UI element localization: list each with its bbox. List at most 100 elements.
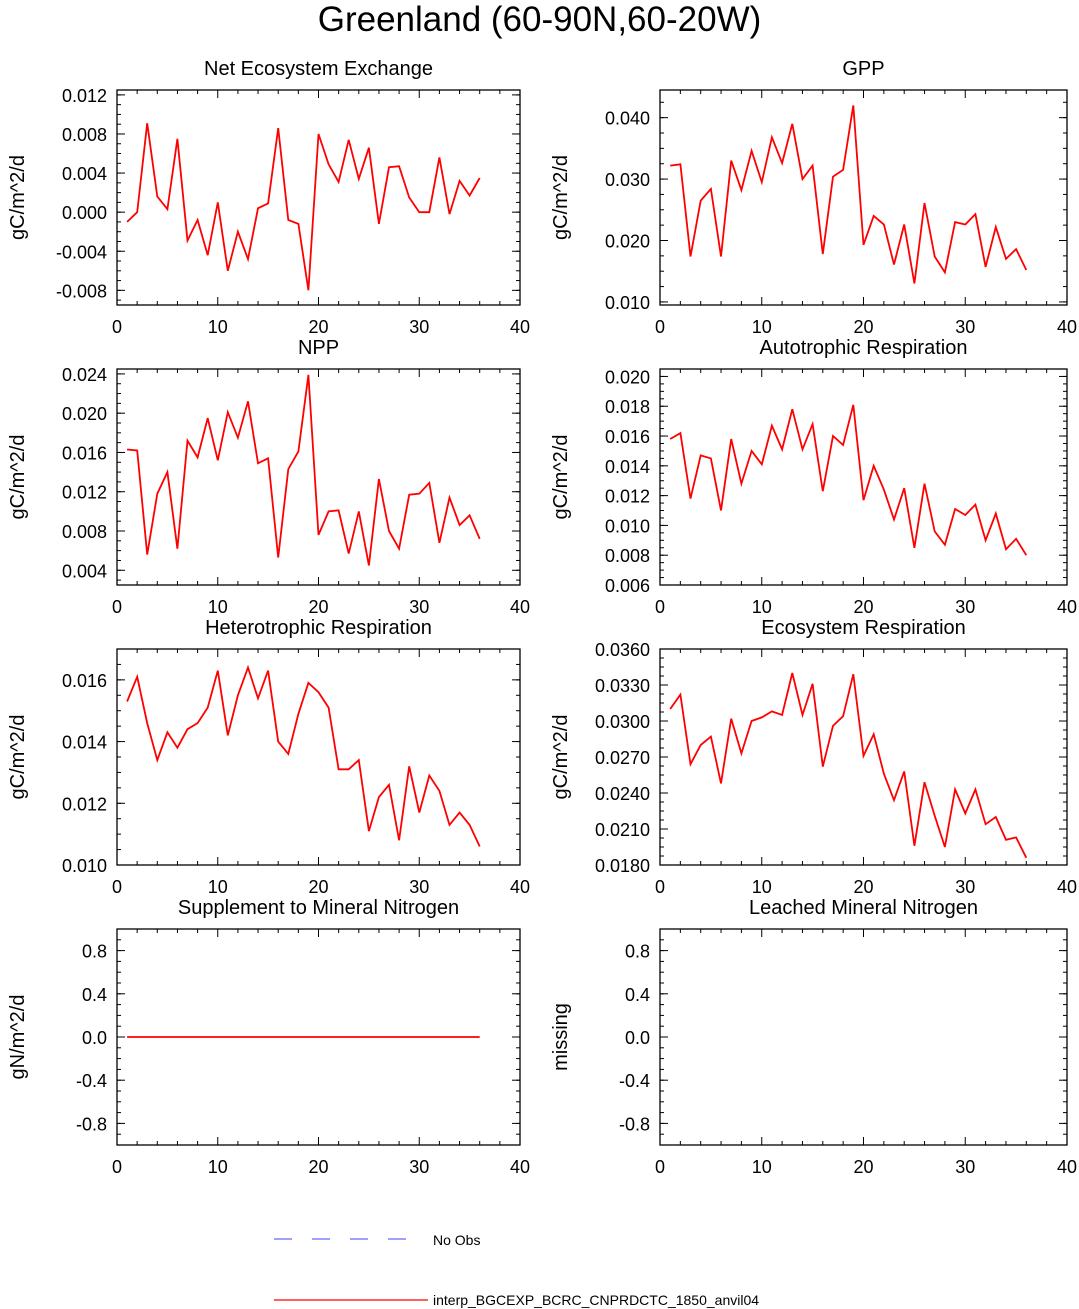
x-tick-label: 0 xyxy=(112,877,122,897)
y-tick-label: 0.0 xyxy=(625,1028,650,1048)
x-tick-label: 10 xyxy=(752,1157,772,1177)
series-line-model xyxy=(669,672,1028,859)
y-tick-label: 0.0 xyxy=(82,1028,107,1048)
x-tick-label: 0 xyxy=(655,877,665,897)
x-tick-label: 10 xyxy=(752,317,772,337)
plot-title: Ecosystem Respiration xyxy=(761,617,966,639)
x-tick-label: 10 xyxy=(208,877,228,897)
plot-frame xyxy=(116,368,521,586)
y-tick-label: 0.008 xyxy=(62,125,107,145)
y-tick-label: 0.4 xyxy=(82,985,107,1005)
y-tick-label: 0.040 xyxy=(605,109,650,129)
x-tick-label: 30 xyxy=(955,597,975,617)
y-tick-label: 0.008 xyxy=(62,522,107,542)
plot-frame xyxy=(659,89,1068,306)
y-axis-label: gC/m^2/d xyxy=(550,715,572,800)
y-axis-label: gC/m^2/d xyxy=(550,155,572,240)
figure-title: Greenland (60-90N,60-20W) xyxy=(317,0,762,39)
y-tick-label: 0.0330 xyxy=(595,676,650,696)
x-tick-label: 20 xyxy=(308,597,328,617)
x-tick-label: 40 xyxy=(1057,877,1077,897)
x-tick-label: 40 xyxy=(510,317,530,337)
y-tick-label: 0.018 xyxy=(605,397,650,417)
y-axis-label: gC/m^2/d xyxy=(7,155,29,240)
x-tick-label: 10 xyxy=(752,597,772,617)
y-tick-label: 0.012 xyxy=(62,483,107,503)
y-axis-label: gC/m^2/d xyxy=(7,435,29,520)
x-tick-label: 20 xyxy=(853,1157,873,1177)
x-tick-label: 20 xyxy=(308,877,328,897)
x-tick-label: 0 xyxy=(655,597,665,617)
x-tick-label: 20 xyxy=(308,317,328,337)
y-tick-label: 0.030 xyxy=(605,170,650,190)
x-tick-label: 30 xyxy=(955,1157,975,1177)
y-tick-label: -0.4 xyxy=(76,1071,107,1091)
y-tick-label: -0.008 xyxy=(56,281,107,301)
x-tick-label: 10 xyxy=(208,597,228,617)
plot-title: Leached Mineral Nitrogen xyxy=(749,897,978,919)
y-axis-label: gN/m^2/d xyxy=(7,995,29,1080)
y-tick-label: 0.000 xyxy=(62,203,107,223)
series-line-model xyxy=(126,664,481,847)
y-tick-label: -0.8 xyxy=(76,1114,107,1134)
x-tick-label: 40 xyxy=(1057,1157,1077,1177)
y-tick-label: 0.0360 xyxy=(595,640,650,660)
plot-frame xyxy=(659,368,1068,586)
y-axis-label: gC/m^2/d xyxy=(7,715,29,800)
y-tick-label: 0.012 xyxy=(62,86,107,106)
x-tick-label: 10 xyxy=(752,877,772,897)
x-tick-label: 20 xyxy=(853,877,873,897)
y-tick-label: 0.004 xyxy=(62,561,107,581)
plot-frame xyxy=(116,89,521,306)
series-line-model xyxy=(670,105,1028,284)
plot-title: Supplement to Mineral Nitrogen xyxy=(178,897,459,919)
series-line-model xyxy=(127,374,481,566)
y-axis-label: gC/m^2/d xyxy=(550,435,572,520)
y-tick-label: 0.006 xyxy=(605,576,650,596)
series-line-model xyxy=(126,123,481,291)
y-tick-label: 0.016 xyxy=(62,443,107,463)
y-tick-label: 0.8 xyxy=(625,942,650,962)
plot-title: Net Ecosystem Exchange xyxy=(204,58,433,80)
y-tick-label: 0.014 xyxy=(62,733,107,753)
x-tick-label: 30 xyxy=(409,877,429,897)
plot-title: Heterotrophic Respiration xyxy=(205,617,432,639)
x-tick-label: 30 xyxy=(955,317,975,337)
y-tick-label: 0.016 xyxy=(62,671,107,691)
y-tick-label: 0.0270 xyxy=(595,748,650,768)
x-tick-label: 0 xyxy=(655,1157,665,1177)
x-tick-label: 0 xyxy=(112,597,122,617)
y-tick-label: 0.004 xyxy=(62,164,107,184)
plot-title: NPP xyxy=(298,337,339,359)
x-tick-label: 40 xyxy=(1057,597,1077,617)
x-tick-label: 10 xyxy=(208,1157,228,1177)
x-tick-label: 0 xyxy=(655,317,665,337)
x-tick-label: 0 xyxy=(112,317,122,337)
x-tick-label: 0 xyxy=(112,1157,122,1177)
x-tick-label: 40 xyxy=(1057,317,1077,337)
legend-model-label: interp_BGCEXP_BCRC_CNPRDCTC_1850_anvil04 xyxy=(433,1292,760,1308)
x-tick-label: 40 xyxy=(510,597,530,617)
y-tick-label: -0.004 xyxy=(56,242,107,262)
y-tick-label: 0.0210 xyxy=(595,820,650,840)
series-line-model xyxy=(669,404,1028,556)
y-tick-label: 0.0240 xyxy=(595,784,650,804)
y-tick-label: 0.024 xyxy=(62,365,107,385)
y-tick-label: 0.010 xyxy=(605,516,650,536)
plot-title: GPP xyxy=(842,58,884,80)
x-tick-label: 20 xyxy=(853,317,873,337)
y-tick-label: 0.014 xyxy=(605,457,650,477)
legend-model-line xyxy=(274,1299,428,1301)
y-tick-label: -0.8 xyxy=(619,1114,650,1134)
x-tick-label: 30 xyxy=(409,597,429,617)
y-tick-label: 0.0300 xyxy=(595,712,650,732)
y-tick-label: 0.010 xyxy=(605,293,650,313)
y-tick-label: 0.020 xyxy=(62,404,107,424)
x-tick-label: 30 xyxy=(409,317,429,337)
x-tick-label: 10 xyxy=(208,317,228,337)
y-tick-label: 0.020 xyxy=(605,232,650,252)
x-tick-label: 40 xyxy=(510,1157,530,1177)
y-tick-label: 0.0180 xyxy=(595,856,650,876)
plot-frame xyxy=(659,928,1068,1146)
x-tick-label: 30 xyxy=(955,877,975,897)
